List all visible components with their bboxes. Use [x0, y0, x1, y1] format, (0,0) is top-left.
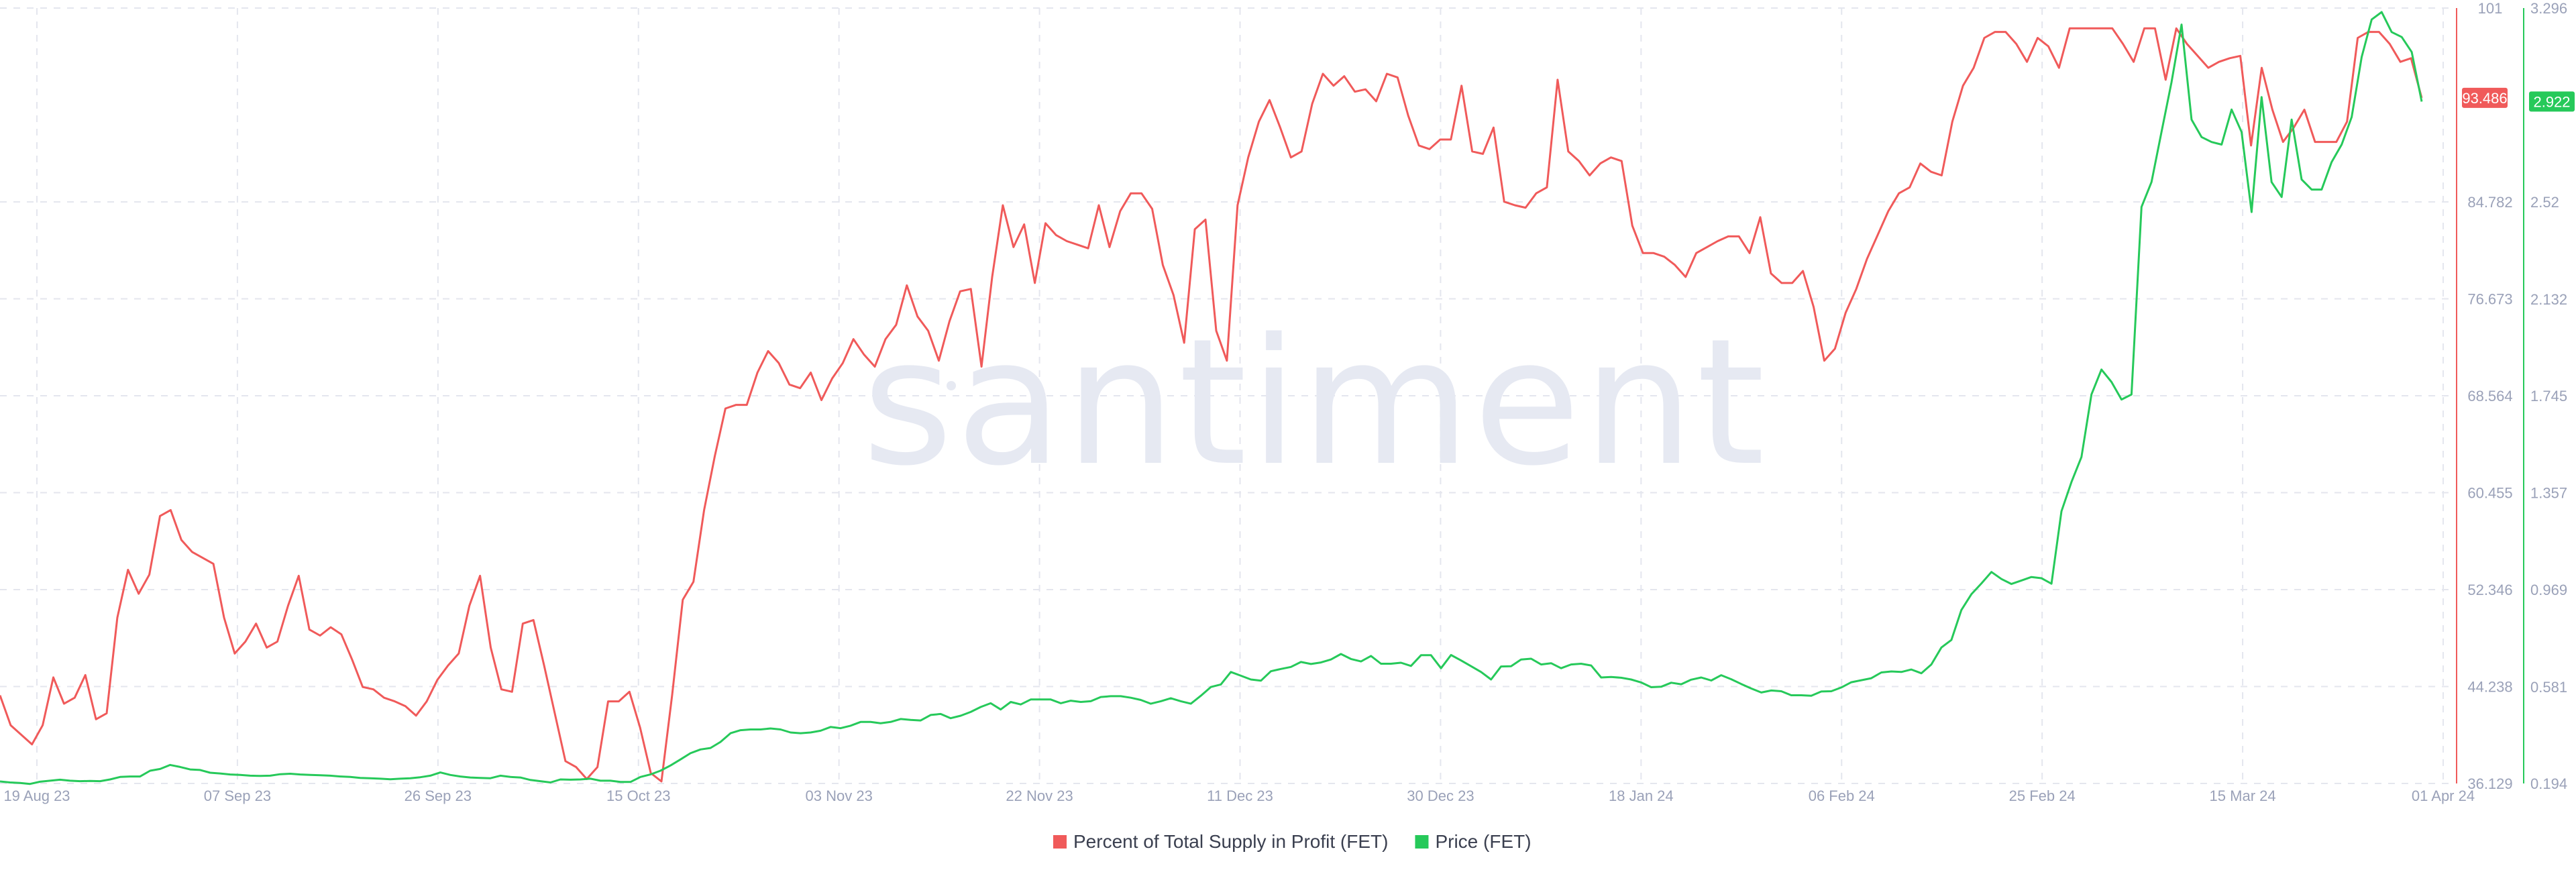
- series-line-supply-in-profit: [0, 27, 2423, 783]
- right-y-tick-label: 2.52: [2530, 194, 2559, 211]
- right-y-tick-label: 2.132: [2530, 291, 2567, 308]
- left-y-tick-label: 76.673: [2467, 291, 2512, 308]
- x-tick-label: 19 Aug 23: [3, 787, 70, 804]
- grid-lines: [0, 7, 2449, 784]
- right-y-tick-label: 0.969: [2530, 582, 2567, 598]
- x-tick-label: 15 Oct 23: [606, 787, 670, 804]
- watermark-dot-right: [1607, 381, 1616, 390]
- left-y-tick-label: 101: [2478, 0, 2503, 17]
- x-axis-ticks: 19 Aug 23 07 Sep 23 26 Sep 23 15 Oct 23 03 N…: [3, 787, 2475, 804]
- left-y-tick-label: 68.564: [2467, 388, 2512, 404]
- right-y-axis-ticks: 0.194 0.581 0.969 1.357 1.745 2.132 2.52 3.296: [2530, 0, 2567, 792]
- x-tick-label: 15 Mar 24: [2210, 787, 2276, 804]
- right-y-tick-label: 3.296: [2530, 0, 2567, 17]
- badge-price-value: 2.922: [2533, 93, 2570, 110]
- watermark-santiment: santiment: [862, 302, 1768, 504]
- left-y-tick-label: 44.238: [2467, 678, 2512, 695]
- x-tick-label: 26 Sep 23: [405, 787, 472, 804]
- left-y-axis-ticks: 36.129 44.238 52.346 60.455 68.564 76.673 84.7…: [2467, 0, 2512, 792]
- legend-swatch-price: [1415, 835, 1429, 849]
- x-tick-label: 18 Jan 24: [1609, 787, 1674, 804]
- current-value-badges: 93.486 2.922: [2462, 87, 2575, 112]
- series-lines: [0, 11, 2423, 785]
- badge-supply-in-profit-value: 93.486: [2462, 90, 2507, 107]
- x-tick-label: 01 Apr 24: [2412, 787, 2475, 804]
- x-tick-label: 11 Dec 23: [1207, 787, 1273, 804]
- right-y-tick-label: 0.194: [2530, 775, 2567, 792]
- legend-label-supply-in-profit: Percent of Total Supply in Profit (FET): [1073, 831, 1388, 852]
- x-tick-label: 07 Sep 23: [204, 787, 271, 804]
- right-y-tick-label: 1.745: [2530, 388, 2567, 404]
- left-y-tick-label: 36.129: [2467, 775, 2512, 792]
- badge-price: [2529, 91, 2575, 112]
- left-y-tick-label: 52.346: [2467, 582, 2512, 598]
- x-tick-label: 30 Dec 23: [1407, 787, 1474, 804]
- badge-supply-in-profit: [2462, 87, 2508, 108]
- series-line-price: [0, 11, 2423, 785]
- legend-swatch-supply-in-profit: [1053, 835, 1067, 849]
- x-tick-label: 06 Feb 24: [1809, 787, 1875, 804]
- left-y-tick-label: 60.455: [2467, 485, 2512, 502]
- left-y-tick-label: 84.782: [2467, 194, 2512, 211]
- right-y-tick-label: 1.357: [2530, 485, 2567, 502]
- right-y-tick-label: 0.581: [2530, 679, 2567, 696]
- legend: Percent of Total Supply in Profit (FET) P…: [1053, 831, 1532, 852]
- watermark-dot-left: [947, 381, 956, 390]
- legend-label-price: Price (FET): [1435, 831, 1531, 852]
- x-tick-label: 22 Nov 23: [1006, 787, 1073, 804]
- x-tick-label: 25 Feb 24: [2009, 787, 2076, 804]
- axes: [2456, 8, 2524, 783]
- x-tick-label: 03 Nov 23: [806, 787, 873, 804]
